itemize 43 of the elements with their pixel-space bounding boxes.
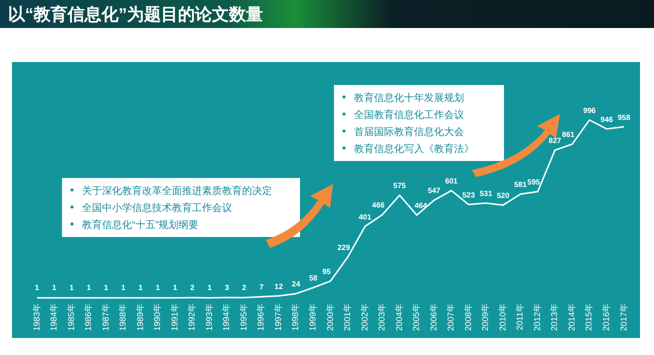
x-tick-label: 2015年 [584, 303, 594, 331]
x-tick-label: 1990年 [152, 303, 162, 331]
x-tick-label: 1994年 [221, 303, 232, 331]
x-tick-label: 2012年 [532, 303, 542, 331]
x-tick-label: 2003年 [376, 303, 387, 331]
x-tick-label: 2016年 [600, 303, 611, 331]
x-tick-label: 1983年 [31, 303, 42, 331]
x-tick-label: 2011年 [514, 303, 525, 330]
x-tick-label: 2001年 [342, 303, 352, 331]
x-tick-label: 2005年 [411, 303, 422, 331]
x-tick-label: 1986年 [83, 303, 94, 331]
x-tick-label: 1991年 [169, 303, 180, 331]
x-tick-label: 2004年 [394, 303, 404, 331]
x-tick-label: 2009年 [480, 303, 490, 331]
chart-title: 以“教育信息化”为题目的论文数量 [8, 4, 263, 24]
x-tick-label: 2000年 [324, 303, 335, 331]
x-tick-label: 2014年 [566, 303, 576, 331]
x-tick-label: 1987年 [100, 303, 110, 331]
x-tick-label: 2007年 [446, 303, 456, 331]
text: 教育信息化十年发展规划 [354, 92, 464, 104]
x-tick-label: 1988年 [118, 303, 128, 331]
annotation: 首届国际教育信息化大会 [354, 126, 464, 138]
x-tick-label: 2002年 [359, 303, 370, 331]
x-tick-label: 1993年 [204, 303, 214, 331]
x-tick-label: 1989年 [134, 303, 145, 331]
x-tick-label: 1985年 [66, 303, 76, 331]
x-tick-label: 1995年 [238, 303, 248, 331]
x-tick-label: 2006年 [428, 303, 438, 331]
x-tick-label: 1996年 [256, 303, 266, 331]
x-tick-label: 2010年 [497, 303, 508, 331]
annotation: 全国教育信息化工作会议 [354, 109, 464, 121]
x-tick-label: 1999年 [307, 303, 318, 331]
x-tick-label: 1992年 [186, 303, 197, 331]
x-tick-label: 1984年 [48, 303, 59, 331]
annotation: 教育信息化“十五”规划纲要 [82, 219, 199, 231]
x-tick-label: 1998年 [290, 303, 300, 331]
x-tick-label: 2017年 [618, 303, 628, 331]
x-tick-label: 2008年 [462, 303, 473, 331]
annotation: 全国中小学信息技术教育工作会议 [82, 202, 232, 214]
x-tick-label: 2013年 [549, 303, 560, 331]
annotation: 教育信息化写入《教育法》 [354, 143, 474, 155]
x-tick-label: 1997年 [272, 303, 283, 331]
annotation: 关于深化教育改革全面推进素质教育的决定 [82, 185, 272, 197]
